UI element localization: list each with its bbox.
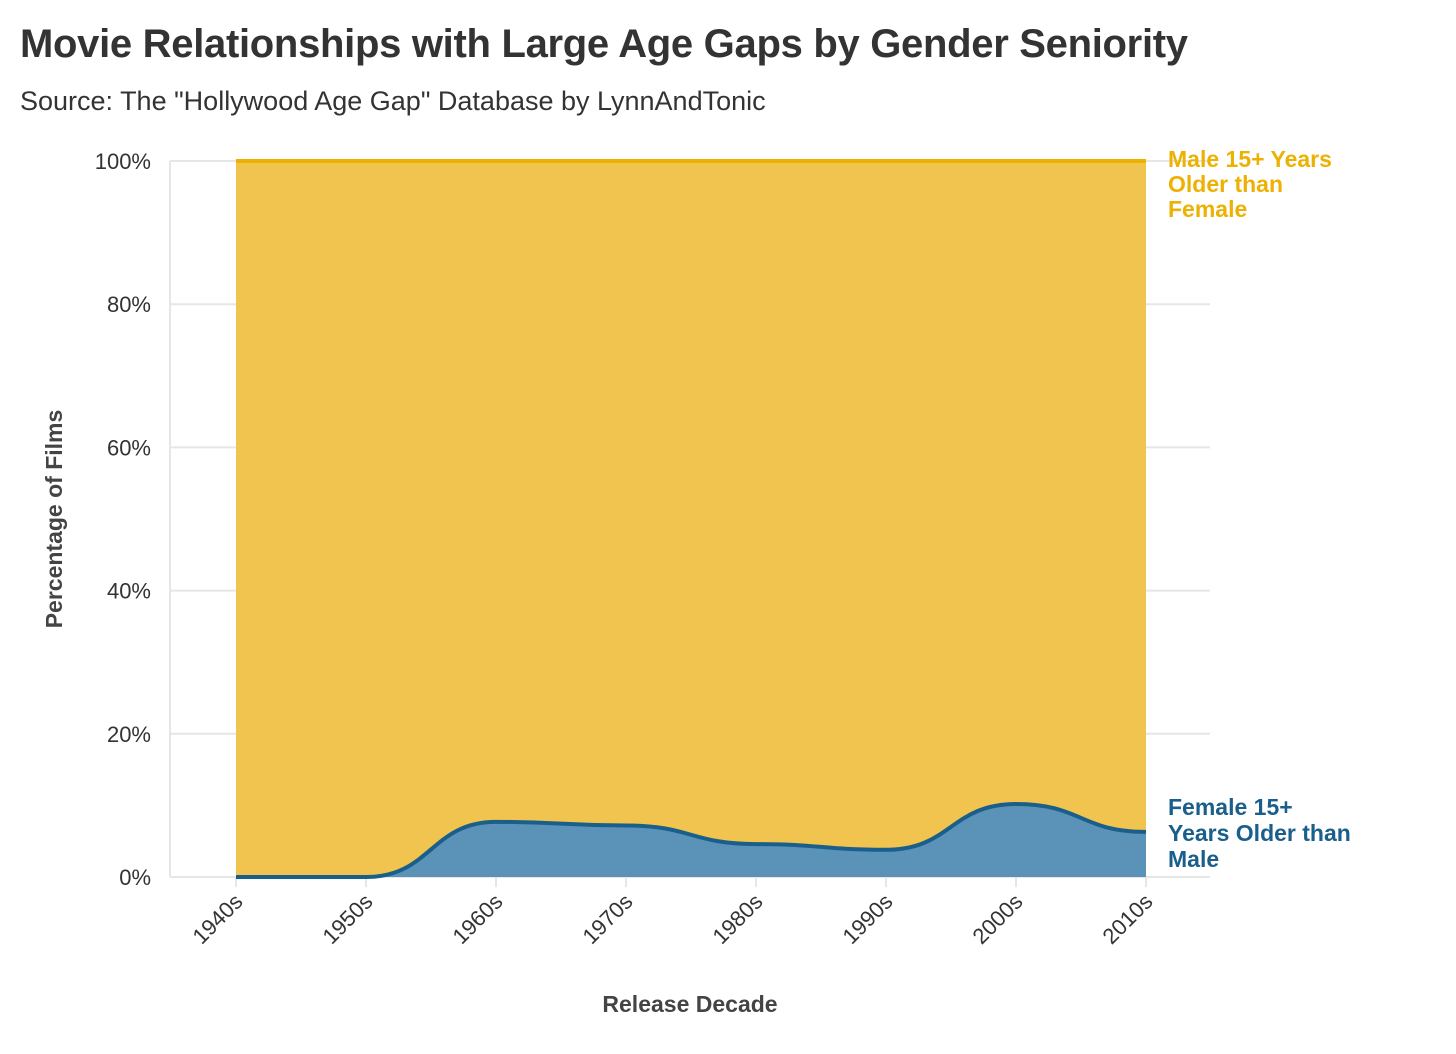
x-tick-label: 1990s (837, 889, 897, 949)
x-tick-label: 1950s (317, 889, 377, 949)
y-tick-labels: 0% 20% 40% 60% 80% 100% (95, 149, 151, 890)
x-tick-label: 2010s (1097, 889, 1157, 949)
female-series-label: Female 15+ Years Older than Male (1168, 794, 1351, 872)
y-tick-label: 100% (95, 149, 151, 174)
x-tick-label: 1960s (447, 889, 507, 949)
x-tick-labels: 1940s 1950s 1960s 1970s 1980s 1990s 2000s 2010s (187, 889, 1157, 949)
y-axis-title: Percentage of Films (41, 410, 67, 629)
x-tick-label: 1970s (577, 889, 637, 949)
area-layers (235, 159, 1147, 880)
y-tick-label: 0% (119, 865, 151, 890)
female-line (235, 801, 1147, 880)
y-tick-label: 40% (107, 579, 151, 604)
x-tick-label: 1980s (707, 889, 767, 949)
x-axis-title: Release Decade (602, 991, 777, 1017)
y-tick-label: 80% (107, 292, 151, 317)
y-tick-label: 60% (107, 435, 151, 460)
female-area (236, 803, 1146, 877)
x-tick-label: 2000s (967, 889, 1027, 949)
chart-subtitle: Source: The "Hollywood Age Gap" Database… (20, 86, 766, 116)
x-tick-label: 1940s (187, 889, 247, 949)
chart-title: Movie Relationships with Large Age Gaps … (20, 22, 1188, 66)
male-area (236, 161, 1146, 877)
male-series-label: Male 15+ Years Older than Female (1168, 146, 1332, 222)
y-tick-label: 20% (107, 722, 151, 747)
series-labels: Male 15+ Years Older than Female Female 15+… (1168, 146, 1351, 872)
